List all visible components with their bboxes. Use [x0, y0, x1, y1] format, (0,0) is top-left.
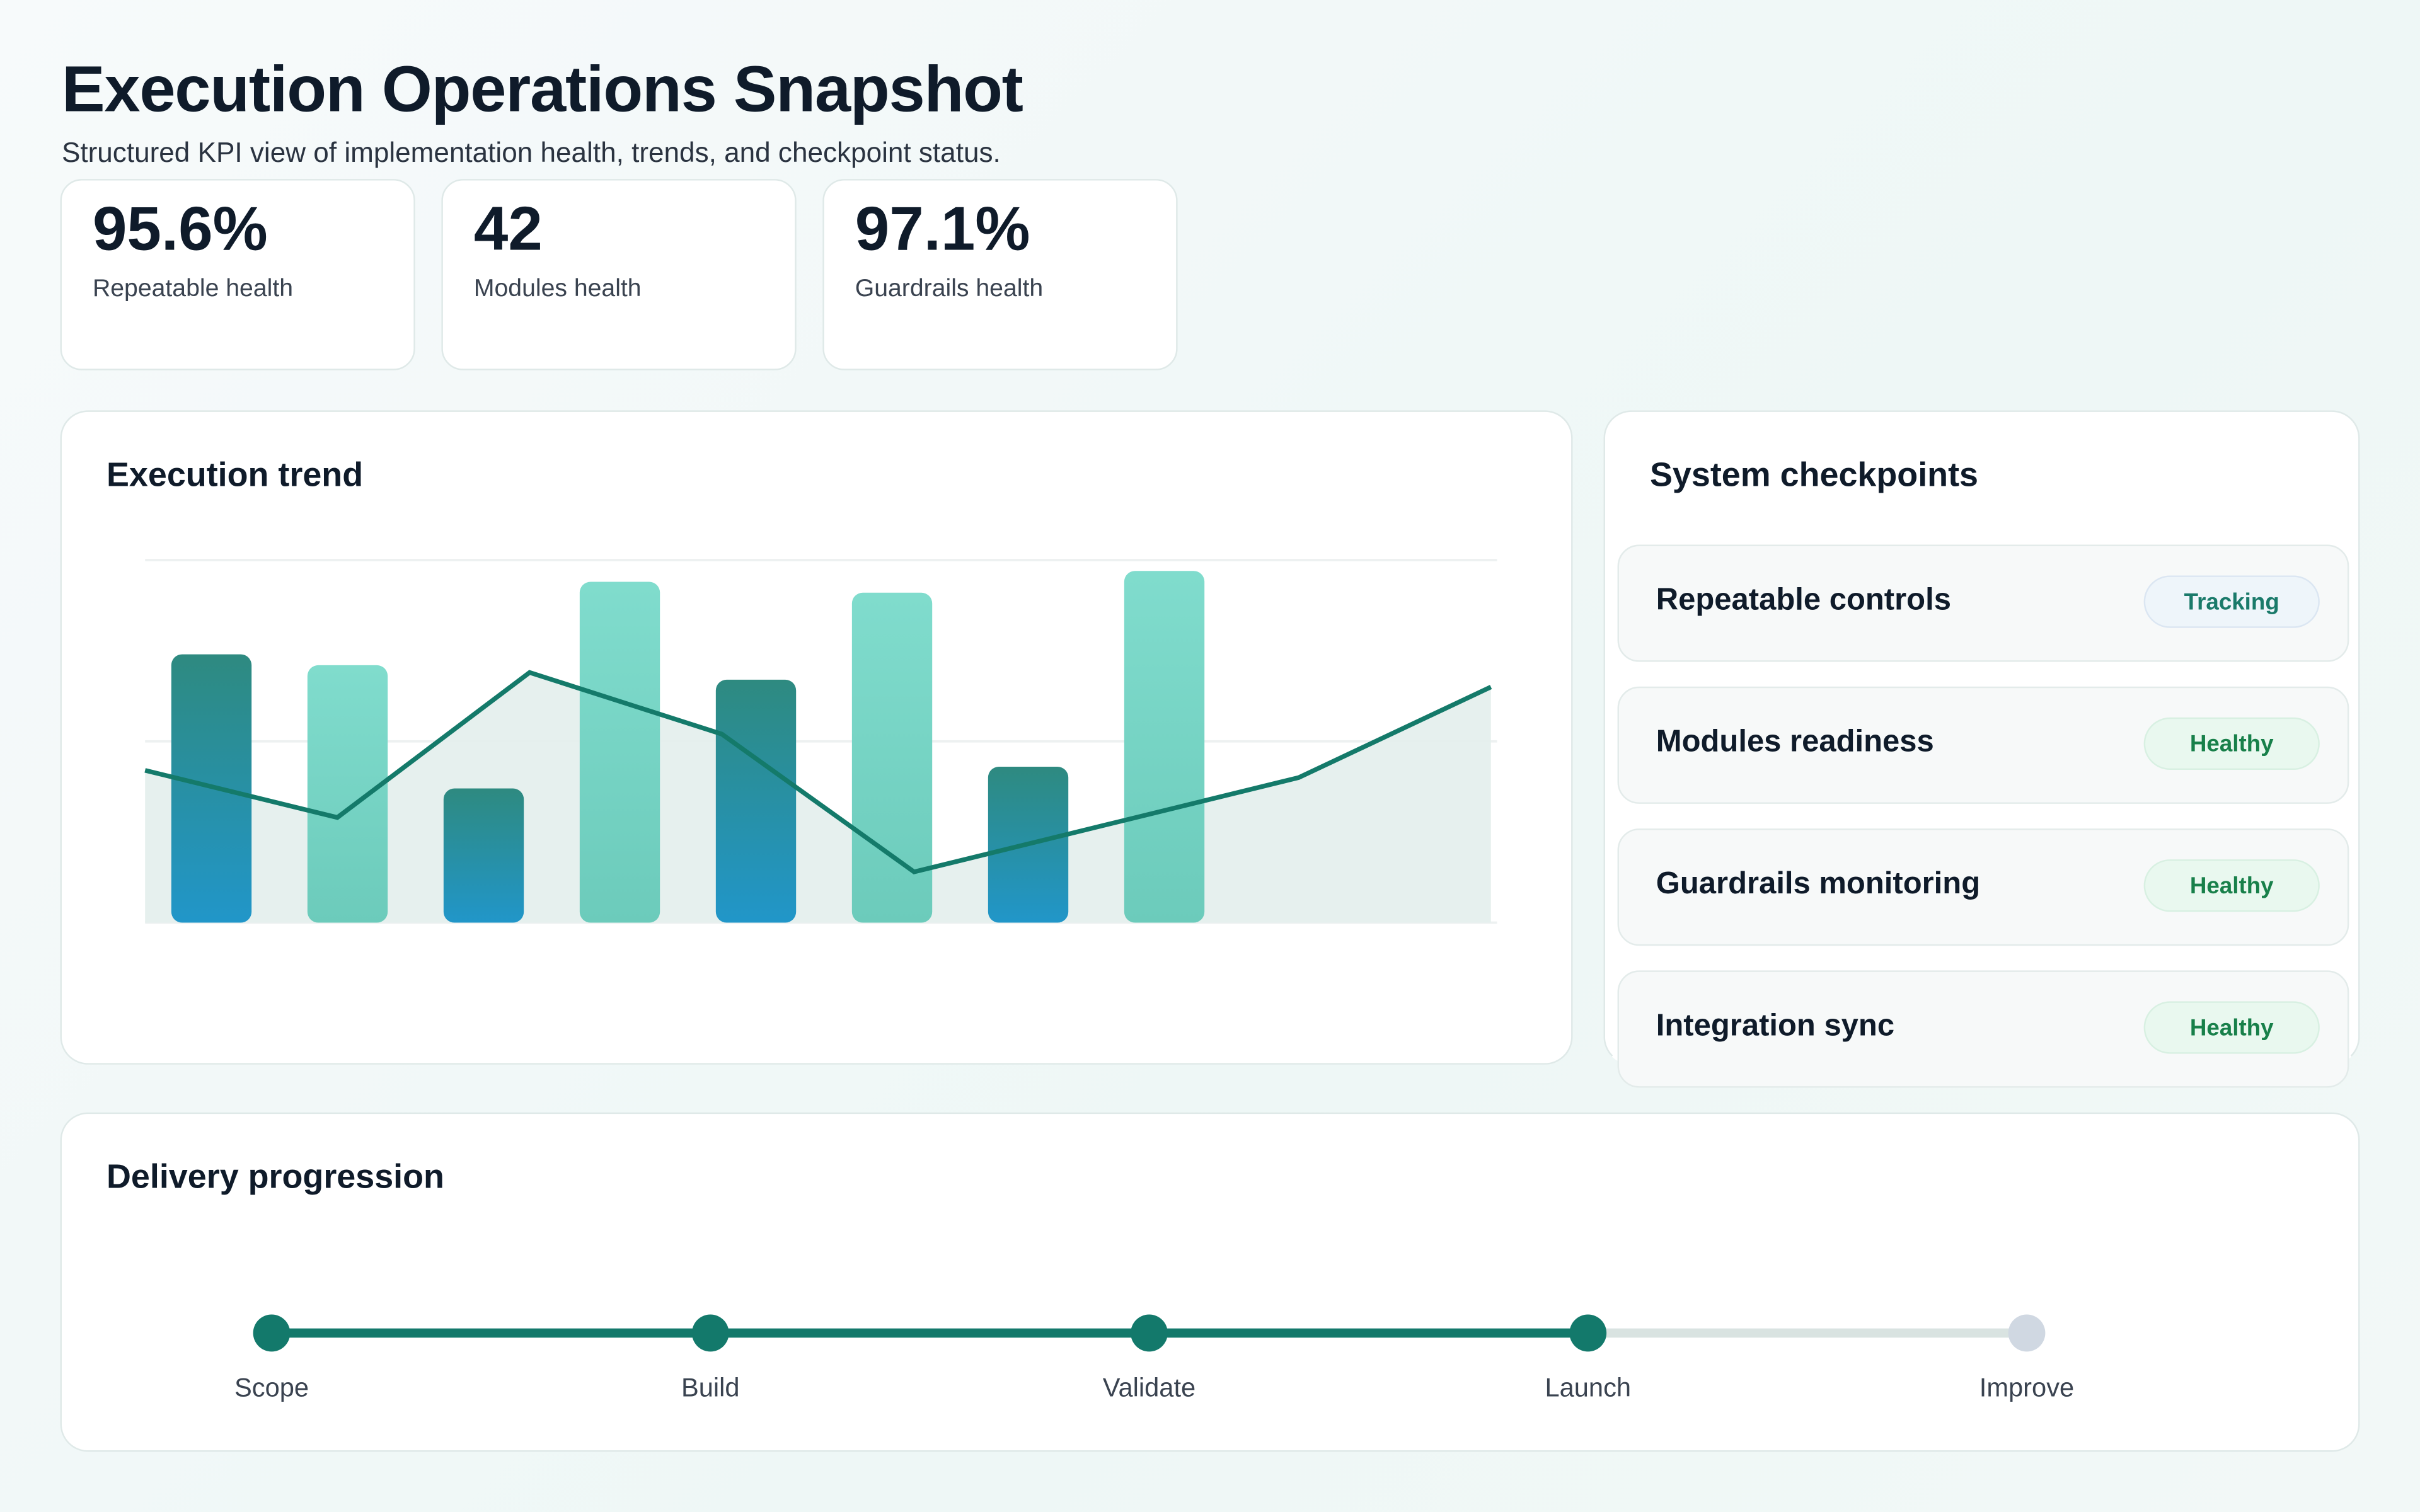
checkpoint-item: Modules readiness Healthy — [1617, 686, 2349, 804]
delivery-progression-card: Delivery progression — [60, 1112, 2360, 1452]
kpi-card-guardrails: 97.1% Guardrails health — [822, 179, 1178, 370]
page-title: Execution Operations Snapshot — [61, 52, 1023, 125]
checkpoint-name: Guardrails monitoring — [1656, 867, 1981, 902]
bar — [715, 679, 797, 923]
kpi-label: Repeatable health — [92, 276, 294, 303]
step-label: Launch — [1545, 1373, 1632, 1403]
page-subtitle: Structured KPI view of implementation he… — [61, 137, 1001, 168]
card-title: System checkpoints — [1649, 455, 1979, 494]
kpi-value: 97.1% — [855, 196, 1030, 264]
kpi-value: 42 — [473, 196, 543, 264]
checkpoint-name: Integration sync — [1656, 1009, 1895, 1043]
checkpoint-name: Modules readiness — [1656, 725, 1934, 759]
status-badge: Healthy — [2143, 859, 2320, 912]
status-badge: Tracking — [2143, 575, 2320, 628]
kpi-label: Guardrails health — [855, 276, 1044, 303]
card-title: Execution trend — [106, 455, 364, 494]
kpi-label: Modules health — [473, 276, 642, 303]
step-label: Build — [681, 1373, 740, 1403]
kpi-card-repeatable: 95.6% Repeatable health — [60, 179, 415, 370]
bar — [443, 788, 524, 923]
checkpoint-name: Repeatable controls — [1656, 583, 1951, 617]
step-label: Validate — [1102, 1373, 1196, 1403]
trend-line — [144, 670, 1492, 874]
card-title: Delivery progression — [106, 1157, 445, 1196]
step-label: Scope — [234, 1373, 309, 1403]
bar — [307, 665, 388, 923]
bar — [579, 581, 660, 923]
checkpoint-item: Integration sync Healthy — [1617, 970, 2349, 1088]
checkpoint-item: Guardrails monitoring Healthy — [1617, 828, 2349, 946]
status-badge: Healthy — [2143, 717, 2320, 770]
kpi-card-modules: 42 Modules health — [441, 179, 797, 370]
execution-trend-card: Execution trend — [60, 410, 1573, 1065]
bar — [1124, 571, 1205, 923]
system-checkpoints-card: System checkpoints Repeatable controls T… — [1603, 410, 2360, 1088]
bar — [851, 592, 933, 923]
checkpoint-item: Repeatable controls Tracking — [1617, 544, 2349, 662]
status-badge: Healthy — [2143, 1001, 2320, 1054]
step-label: Improve — [1979, 1373, 2075, 1403]
kpi-value: 95.6% — [92, 196, 268, 264]
execution-trend-chart — [144, 559, 1497, 924]
